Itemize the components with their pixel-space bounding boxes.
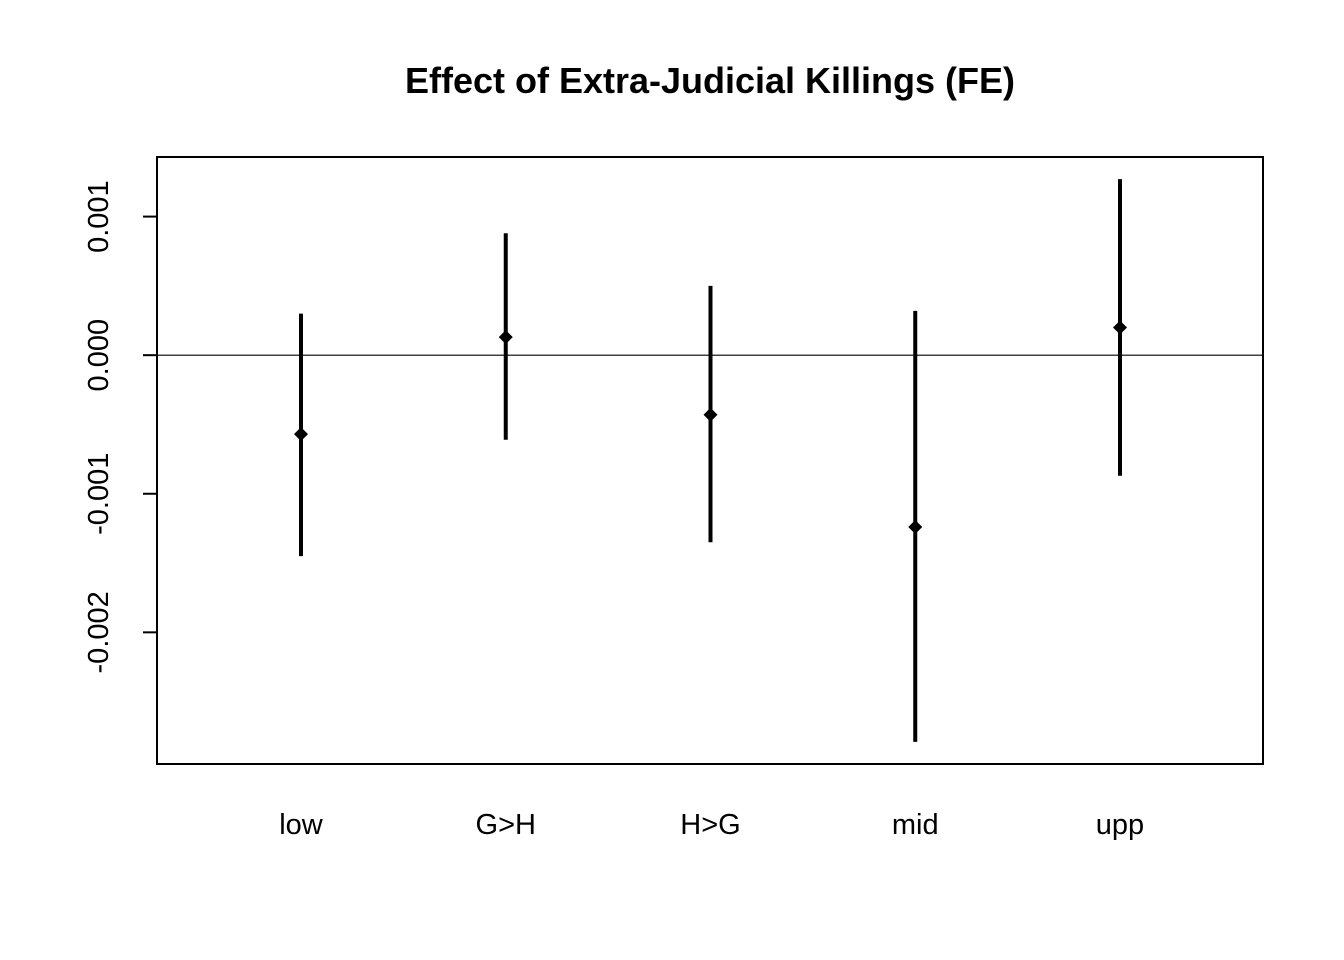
category-label: low xyxy=(279,809,324,841)
point-estimate xyxy=(703,407,718,422)
y-tick-label: 0.000 xyxy=(83,319,115,392)
category-label: mid xyxy=(892,809,939,841)
category-label: G>H xyxy=(476,809,536,841)
y-tick-label: -0.002 xyxy=(83,591,115,673)
point-estimate xyxy=(1113,320,1127,335)
category-labels: low G>H H>G mid upp xyxy=(279,809,1144,841)
y-tick-label: 0.001 xyxy=(83,180,115,253)
category-label: upp xyxy=(1096,809,1144,841)
error-bars xyxy=(299,179,1122,742)
point-estimates xyxy=(294,320,1127,535)
y-axis: -0.002 -0.001 0.000 0.001 xyxy=(83,180,157,673)
chart-title: Effect of Extra-Judicial Killings (FE) xyxy=(405,60,1015,101)
y-tick-label: -0.001 xyxy=(83,453,115,535)
point-estimate xyxy=(294,427,308,442)
point-estimate xyxy=(498,330,513,345)
point-estimate xyxy=(908,520,923,535)
plot-frame xyxy=(156,156,1264,765)
category-label: H>G xyxy=(680,809,740,841)
